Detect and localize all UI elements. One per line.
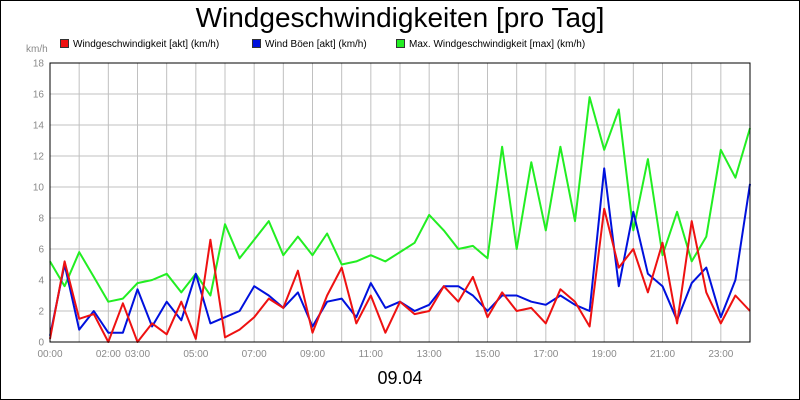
- legend-item-max-windgeschwindigkeit: Max. Windgeschwindigkeit [max] (km/h): [396, 38, 586, 50]
- y-tick-label: 16: [33, 90, 45, 101]
- x-tick-label: 03:00: [125, 349, 150, 360]
- legend-item-wind-boeen: Wind Böen [akt] (km/h): [252, 38, 367, 50]
- y-tick-label: 4: [38, 276, 44, 287]
- y-tick-label: 6: [38, 245, 44, 256]
- chart-title: Windgeschwindigkeiten [pro Tag]: [195, 2, 605, 33]
- plot-border: [49, 62, 751, 343]
- y-tick-label: 18: [33, 59, 45, 70]
- legend-item-windgeschwindigkeit: Windgeschwindigkeit [akt] (km/h): [60, 38, 220, 50]
- legend-label-windgeschwindigkeit: Windgeschwindigkeit [akt] (km/h): [73, 39, 220, 50]
- legend-swatch-red: [60, 38, 69, 48]
- x-tick-label: 13:00: [417, 349, 442, 360]
- legend-label-max-windgeschwindigkeit: Max. Windgeschwindigkeit [max] (km/h): [409, 39, 586, 50]
- x-tick-label: 11:00: [359, 349, 384, 360]
- y-tick-label: 2: [38, 307, 44, 318]
- x-tick-label: 23:00: [708, 349, 733, 360]
- x-tick-label: 00:00: [37, 349, 62, 360]
- grid-layer: [49, 62, 751, 343]
- x-tick-label: 21:00: [650, 349, 675, 360]
- legend-label-wind-boeen: Wind Böen [akt] (km/h): [265, 39, 367, 50]
- y-tick-label: 12: [33, 152, 45, 163]
- series-line-0: [49, 207, 751, 343]
- legend-swatch-blue: [252, 38, 261, 48]
- x-tick-label: 17:00: [533, 349, 558, 360]
- series-layer: [49, 96, 751, 343]
- y-tick-label: 8: [38, 214, 44, 225]
- series-line-2: [49, 96, 751, 303]
- date-label: 09.04: [377, 368, 423, 388]
- x-tick-label: 19:00: [592, 349, 617, 360]
- y-tick-label: 14: [33, 121, 45, 132]
- y-tick-label: 0: [38, 338, 44, 349]
- x-tick-label: 02:00: [96, 349, 121, 360]
- x-tick-label: 05:00: [183, 349, 208, 360]
- x-tick-label: 07:00: [242, 349, 267, 360]
- y-tick-label: 10: [33, 183, 45, 194]
- y-axis-unit-label: km/h: [26, 44, 48, 55]
- x-tick-label: 09:00: [300, 349, 325, 360]
- axis-labels-layer: 0 2 4 6 8 10 12 14 16 18 00:00 02:00 03:00 05:00 07:00…: [33, 59, 734, 361]
- legend-swatch-green: [396, 38, 405, 48]
- x-tick-label: 15:00: [475, 349, 500, 360]
